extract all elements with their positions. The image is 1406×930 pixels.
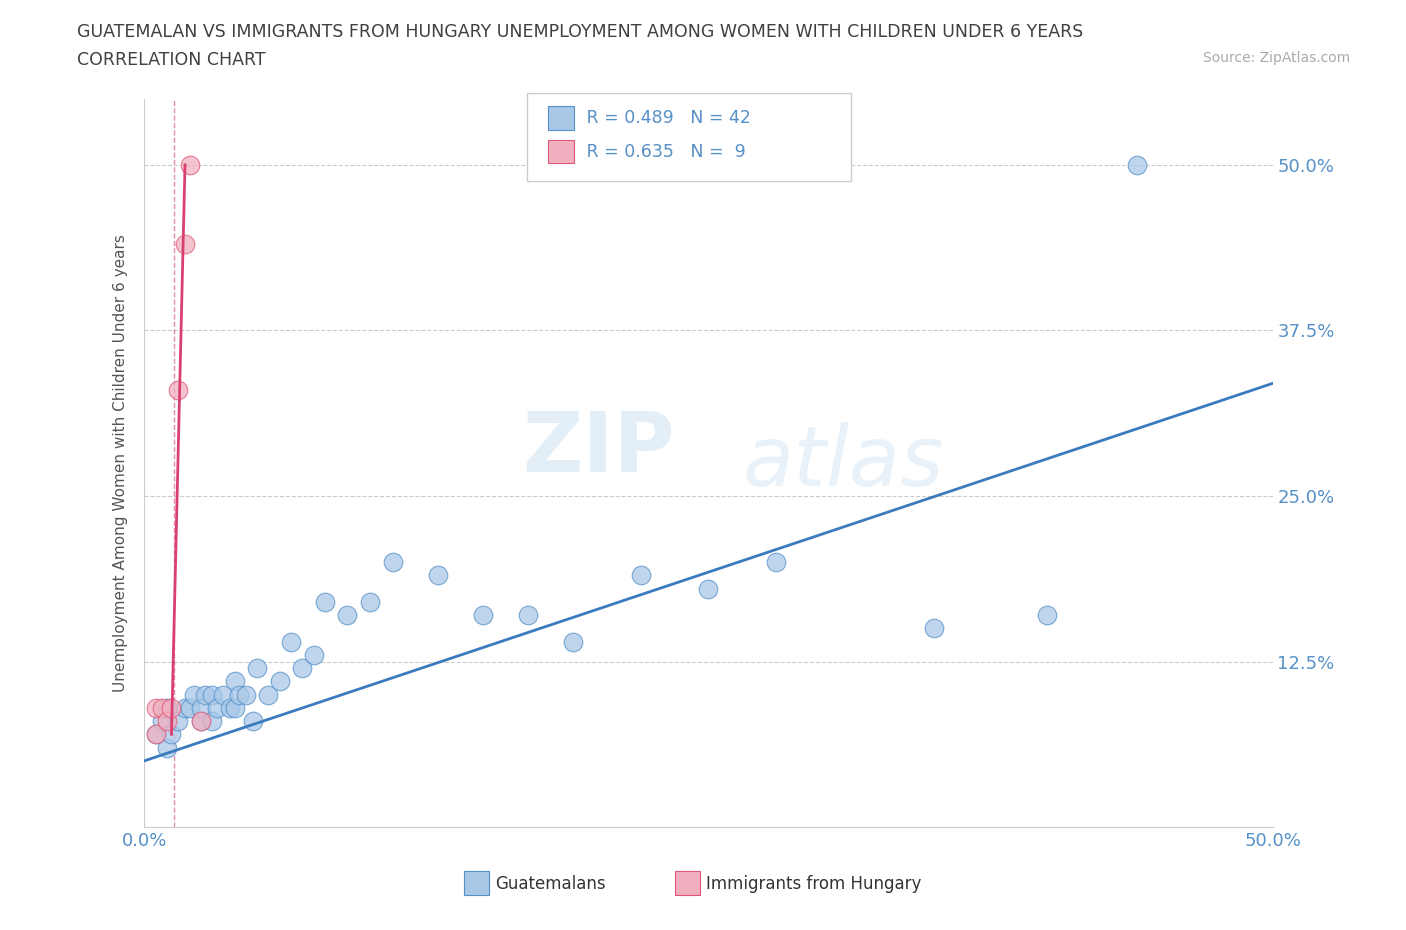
Point bbox=[156, 700, 179, 715]
Point bbox=[201, 687, 224, 702]
Point bbox=[336, 607, 359, 622]
Point bbox=[426, 568, 449, 583]
Point bbox=[183, 687, 205, 702]
Point bbox=[145, 727, 167, 742]
Point bbox=[145, 727, 167, 742]
Point bbox=[302, 647, 325, 662]
Point bbox=[160, 727, 183, 742]
Point bbox=[291, 660, 314, 675]
Point bbox=[152, 713, 174, 728]
Text: atlas: atlas bbox=[742, 422, 943, 503]
Text: Immigrants from Hungary: Immigrants from Hungary bbox=[706, 874, 921, 893]
Point bbox=[167, 713, 190, 728]
Text: R = 0.635   N =  9: R = 0.635 N = 9 bbox=[581, 142, 745, 161]
Text: CORRELATION CHART: CORRELATION CHART bbox=[77, 51, 266, 69]
Text: GUATEMALAN VS IMMIGRANTS FROM HUNGARY UNEMPLOYMENT AMONG WOMEN WITH CHILDREN UND: GUATEMALAN VS IMMIGRANTS FROM HUNGARY UN… bbox=[77, 23, 1084, 41]
Point bbox=[280, 634, 302, 649]
Point bbox=[219, 700, 242, 715]
Point bbox=[156, 740, 179, 755]
Point bbox=[156, 713, 179, 728]
Point bbox=[235, 687, 257, 702]
Point bbox=[190, 700, 212, 715]
Point bbox=[269, 674, 291, 689]
Y-axis label: Unemployment Among Women with Children Under 6 years: Unemployment Among Women with Children U… bbox=[114, 234, 128, 692]
Point bbox=[194, 687, 217, 702]
Text: Guatemalans: Guatemalans bbox=[495, 874, 606, 893]
Point bbox=[201, 713, 224, 728]
Point bbox=[1036, 607, 1059, 622]
Point bbox=[242, 713, 264, 728]
Point bbox=[359, 594, 381, 609]
Point bbox=[160, 700, 183, 715]
Point bbox=[314, 594, 336, 609]
Point bbox=[167, 382, 190, 397]
Point bbox=[212, 687, 235, 702]
Point bbox=[517, 607, 540, 622]
Point bbox=[145, 700, 167, 715]
Text: R = 0.489   N = 42: R = 0.489 N = 42 bbox=[581, 109, 751, 127]
Point bbox=[174, 700, 197, 715]
Point bbox=[562, 634, 585, 649]
Point bbox=[246, 660, 269, 675]
Point bbox=[697, 581, 720, 596]
Point bbox=[224, 700, 246, 715]
Point bbox=[174, 237, 197, 252]
Point bbox=[228, 687, 250, 702]
Point bbox=[922, 621, 945, 636]
Point bbox=[179, 700, 201, 715]
Point bbox=[190, 713, 212, 728]
Point bbox=[190, 713, 212, 728]
Point bbox=[471, 607, 494, 622]
Point bbox=[179, 157, 201, 172]
Point bbox=[224, 674, 246, 689]
Point bbox=[152, 700, 174, 715]
Point bbox=[765, 555, 787, 570]
Point bbox=[630, 568, 652, 583]
Text: Source: ZipAtlas.com: Source: ZipAtlas.com bbox=[1202, 51, 1350, 65]
Point bbox=[257, 687, 280, 702]
Text: ZIP: ZIP bbox=[522, 407, 675, 489]
Point bbox=[381, 555, 404, 570]
Point bbox=[205, 700, 228, 715]
Point bbox=[1126, 157, 1149, 172]
